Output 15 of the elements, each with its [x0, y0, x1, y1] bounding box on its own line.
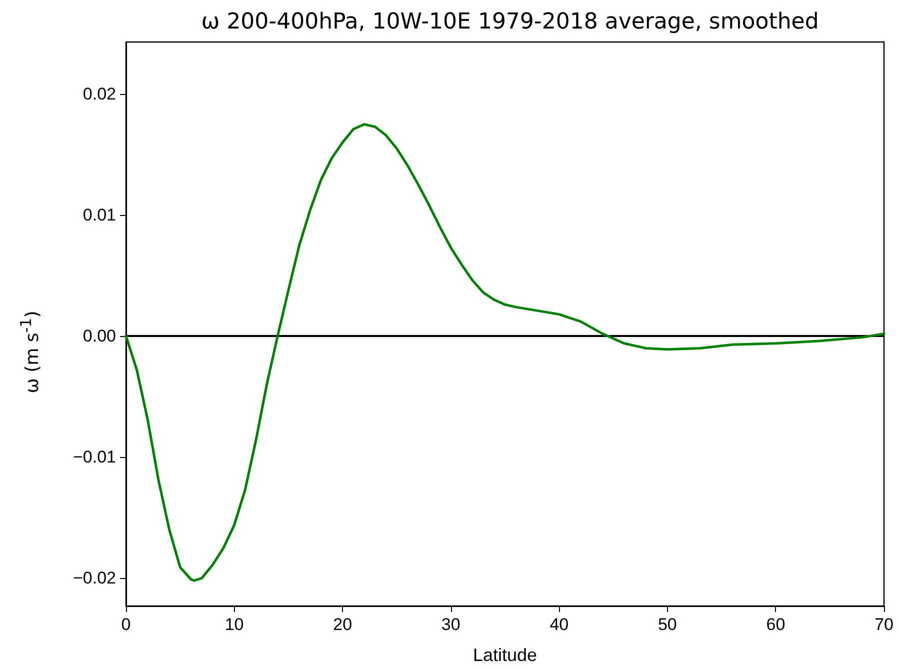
x-tick-label: 50 [658, 615, 677, 634]
x-tick-label: 20 [333, 615, 352, 634]
x-tick-label: 60 [766, 615, 786, 634]
y-tick-label: −0.02 [72, 568, 116, 588]
y-tick-label: 0.00 [82, 326, 116, 346]
x-tick-label: 0 [121, 615, 131, 634]
x-tick-label: 40 [550, 615, 569, 634]
y-tick-label: 0.02 [82, 84, 116, 104]
x-tick-label: 70 [874, 615, 894, 634]
x-tick-label: 10 [224, 615, 244, 634]
chart-title: ω 200-400hPa, 10W-10E 1979-2018 average, smoothed [201, 10, 819, 34]
y-tick-label: −0.01 [72, 448, 116, 467]
x-axis-title: Latitude [472, 645, 538, 665]
y-tick-label: 0.01 [82, 206, 116, 225]
x-tick-label: 30 [441, 615, 460, 634]
